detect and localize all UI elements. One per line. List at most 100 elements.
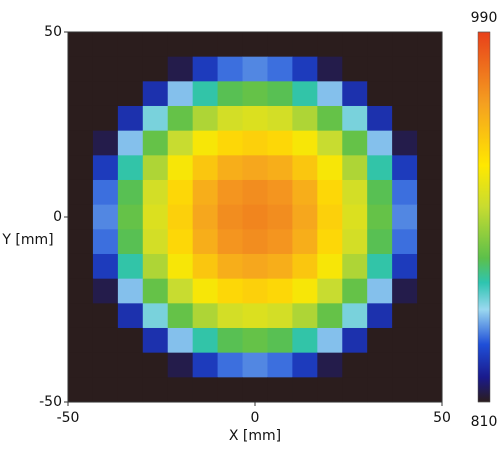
- heatmap-cell: [142, 253, 169, 280]
- heatmap-cell: [92, 327, 119, 354]
- heatmap-cell: [67, 303, 94, 329]
- heatmap-cell: [192, 278, 219, 304]
- heatmap-cell: [242, 130, 268, 156]
- heatmap-cell: [417, 253, 443, 280]
- heatmap-cell: [242, 204, 268, 230]
- heatmap-cell: [92, 303, 119, 329]
- heatmap-cell: [417, 229, 443, 255]
- heatmap-cell: [92, 105, 119, 132]
- heatmap-cell: [267, 327, 293, 354]
- heatmap-cell: [142, 327, 169, 354]
- heatmap-cell: [242, 155, 268, 181]
- heatmap-cell: [142, 130, 169, 156]
- heatmap-cell: [342, 31, 368, 58]
- heatmap-cell: [267, 352, 293, 378]
- heatmap-cell: [342, 155, 368, 181]
- heatmap-cell: [267, 130, 293, 156]
- heatmap-cell: [117, 327, 144, 354]
- heatmap-cell: [392, 327, 418, 354]
- heatmap-cell: [317, 204, 343, 230]
- heatmap-cell: [292, 179, 318, 206]
- heatmap-cell: [342, 278, 368, 304]
- heatmap-cell: [217, 327, 244, 354]
- heatmap-cell: [292, 327, 318, 354]
- heatmap-cell: [217, 31, 244, 58]
- heatmap-cell: [342, 377, 368, 403]
- heatmap-cell: [417, 105, 443, 132]
- heatmap-cell: [242, 105, 268, 132]
- heatmap-cell: [92, 130, 119, 156]
- heatmap-cell: [142, 377, 169, 403]
- heatmap-cell: [417, 204, 443, 230]
- heatmap-cell: [292, 31, 318, 58]
- heatmap-cell: [392, 229, 418, 255]
- y-axis-label: Y [mm]: [1, 232, 53, 248]
- heatmap-cell: [342, 56, 368, 82]
- x-tick-label: 50: [433, 410, 451, 426]
- heatmap-cell: [117, 278, 144, 304]
- heatmap-cell: [317, 179, 343, 206]
- heatmap-cell: [117, 155, 144, 181]
- heatmap-cell: [192, 204, 219, 230]
- heatmap-cell: [117, 253, 144, 280]
- heatmap-cell: [142, 352, 169, 378]
- heatmap-cell: [67, 155, 94, 181]
- heatmap-cell: [417, 179, 443, 206]
- heatmap-cell: [317, 155, 343, 181]
- heatmap-cell: [267, 105, 293, 132]
- heatmap-cell: [192, 179, 219, 206]
- heatmap-cell: [292, 377, 318, 403]
- heatmap-cell: [67, 377, 94, 403]
- heatmap-cell: [92, 278, 119, 304]
- heatmap-cell: [342, 352, 368, 378]
- x-tick-label: 0: [251, 410, 260, 426]
- heatmap-cell: [292, 155, 318, 181]
- heatmap-cell: [392, 352, 418, 378]
- heatmap-cell: [167, 155, 194, 181]
- heatmap-cell: [267, 253, 293, 280]
- heatmap-cell: [417, 352, 443, 378]
- heatmap-cell: [392, 130, 418, 156]
- heatmap-cell: [217, 130, 244, 156]
- heatmap-cell: [367, 278, 393, 304]
- heatmap-cell: [242, 229, 268, 255]
- heatmap-cell: [367, 105, 393, 132]
- heatmap-cell: [67, 253, 94, 280]
- heatmap-cell: [192, 229, 219, 255]
- heatmap-cell: [92, 56, 119, 82]
- heatmap-cell: [317, 253, 343, 280]
- heatmap-cell: [292, 105, 318, 132]
- heatmap-cell: [117, 130, 144, 156]
- heatmap-cell: [192, 81, 219, 107]
- heatmap-cell: [217, 204, 244, 230]
- heatmap-cell: [267, 56, 293, 82]
- heatmap-cell: [117, 31, 144, 58]
- heatmap-cell: [242, 56, 268, 82]
- heatmap-cell: [217, 352, 244, 378]
- heatmap-cell: [342, 179, 368, 206]
- heatmap-cell: [192, 155, 219, 181]
- heatmap-cell: [417, 31, 443, 58]
- heatmap-cell: [92, 253, 119, 280]
- heatmap-cell: [167, 352, 194, 378]
- x-tick-label: -50: [57, 410, 80, 426]
- heatmap-cell: [167, 105, 194, 132]
- heatmap-cell: [92, 229, 119, 255]
- heatmap-cell: [342, 105, 368, 132]
- heatmap-cell: [217, 229, 244, 255]
- heatmap-cell: [367, 253, 393, 280]
- heatmap-cell: [117, 105, 144, 132]
- heatmap-cell: [167, 303, 194, 329]
- colorbar-tick-label: 990: [471, 10, 498, 26]
- heatmap-cell: [417, 327, 443, 354]
- heatmap-cell: [242, 31, 268, 58]
- heatmap-cell: [242, 303, 268, 329]
- heatmap-cell: [367, 229, 393, 255]
- heatmap-cell: [142, 179, 169, 206]
- heatmap-cell: [67, 105, 94, 132]
- heatmap-cell: [367, 81, 393, 107]
- heatmap-cell: [192, 130, 219, 156]
- heatmap-cell: [392, 155, 418, 181]
- heatmap-cell: [292, 229, 318, 255]
- heatmap-cell: [117, 352, 144, 378]
